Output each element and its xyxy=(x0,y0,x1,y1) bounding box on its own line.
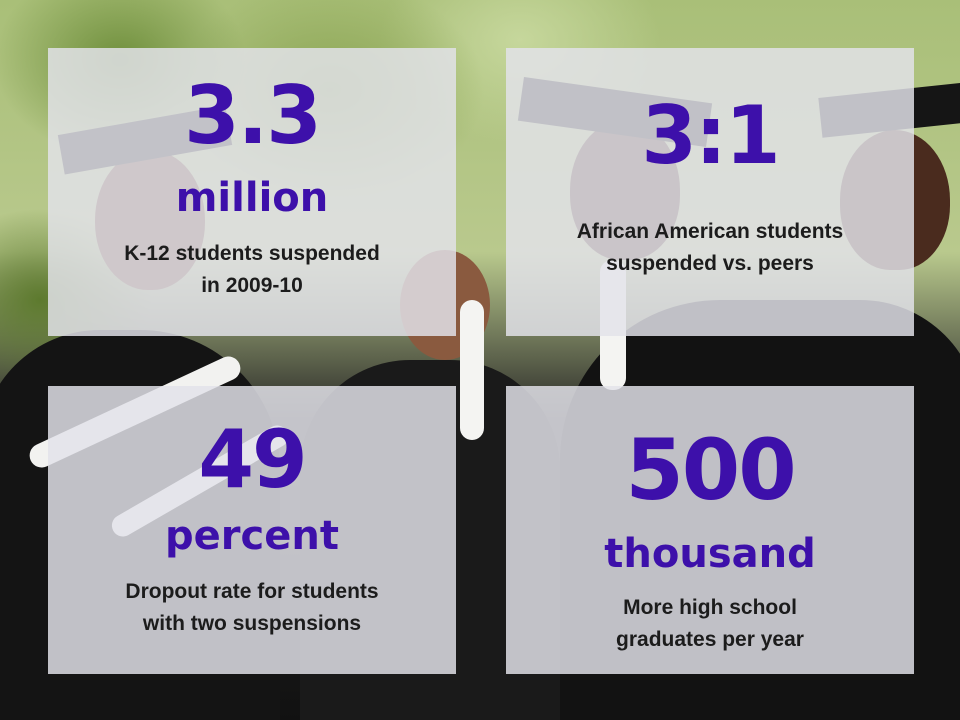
stat-description-line: suspended vs. peers xyxy=(606,252,814,275)
stat-unit: thousand xyxy=(604,531,816,577)
stat-unit: million xyxy=(175,175,329,221)
stat-description-line: in 2009-10 xyxy=(201,274,303,297)
stat-description-line: K-12 students suspended xyxy=(124,242,380,265)
diploma-scroll xyxy=(460,300,484,440)
stat-description: More high school graduates per year xyxy=(506,592,914,656)
stat-value: 3:1 xyxy=(641,89,780,182)
stat-description-line: More high school xyxy=(623,596,797,619)
stat-card-graduates: 500 thousand More high school graduates … xyxy=(506,386,914,674)
stat-value: 3.3 xyxy=(184,69,322,162)
stat-description-line: Dropout rate for students xyxy=(125,580,379,603)
stat-description-line: with two suspensions xyxy=(142,612,362,635)
stat-description: K-12 students suspended in 2009-10 xyxy=(48,238,456,302)
stat-card-dropout: 49 percent Dropout rate for students wit… xyxy=(48,386,456,674)
stat-unit: percent xyxy=(165,513,339,559)
stat-value: 49 xyxy=(198,413,307,506)
stat-description: African American students suspended vs. … xyxy=(506,216,914,280)
stat-description-line: graduates per year xyxy=(616,628,804,651)
stat-description: Dropout rate for students with two suspe… xyxy=(48,576,456,640)
stat-card-ratio: 3:1 African American students suspended … xyxy=(506,48,914,336)
stat-card-suspensions: 3.3 million K-12 students suspended in 2… xyxy=(48,48,456,336)
stat-description-line: African American students xyxy=(576,220,844,243)
stat-value: 500 xyxy=(625,421,796,519)
